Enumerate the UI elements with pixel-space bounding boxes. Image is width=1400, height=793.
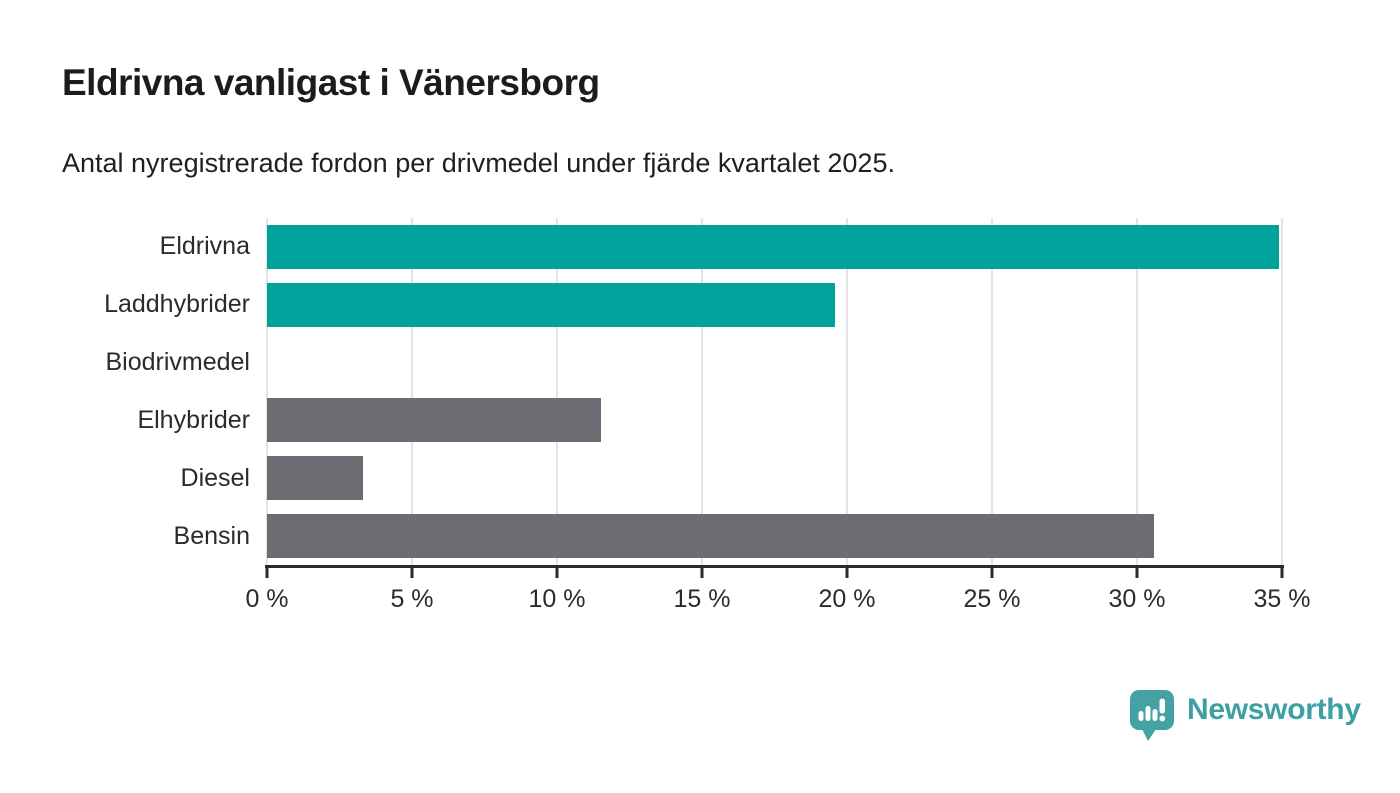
bar-row bbox=[267, 218, 1282, 276]
bar-bensin bbox=[267, 514, 1155, 559]
plot-area bbox=[266, 218, 1283, 565]
x-tick-label: 10 % bbox=[528, 585, 586, 613]
x-tick-label: 25 % bbox=[963, 585, 1021, 613]
category-label: Bensin bbox=[173, 521, 250, 550]
bar-rows bbox=[267, 218, 1282, 565]
x-tick-label: 35 % bbox=[1253, 585, 1311, 613]
bar-row bbox=[267, 449, 1282, 507]
bar-row bbox=[267, 276, 1282, 334]
x-tick-label: 0 % bbox=[245, 585, 289, 613]
x-axis: 0 % 5 % 10 % 15 % 20 % 25 % 30 % 35 % bbox=[245, 565, 1310, 625]
gridline bbox=[701, 218, 703, 565]
category-label: Eldrivna bbox=[159, 232, 250, 261]
gridline bbox=[845, 218, 848, 565]
x-tick-mark bbox=[555, 565, 559, 578]
x-axis-line bbox=[265, 565, 1284, 568]
chart-subtitle: Antal nyregistrerade fordon per drivmede… bbox=[62, 148, 895, 178]
y-axis-category-labels: Eldrivna Laddhybrider Biodrivmedel Elhybrid… bbox=[0, 218, 250, 565]
bar-row bbox=[267, 391, 1282, 449]
bar-elhybrider bbox=[267, 398, 601, 443]
gridline bbox=[991, 218, 993, 565]
bar-diesel bbox=[267, 456, 363, 501]
x-tick-mark bbox=[845, 565, 849, 578]
x-tick-mark bbox=[1135, 565, 1139, 578]
bar-row bbox=[267, 507, 1282, 565]
bar-eldrivna bbox=[267, 224, 1280, 269]
bar-laddhybrider bbox=[267, 282, 836, 327]
gridline bbox=[266, 218, 268, 565]
newsworthy-bubble-chart-icon bbox=[1130, 690, 1174, 741]
gridline bbox=[410, 218, 413, 565]
newsworthy-wordmark: Newsworthy bbox=[1187, 693, 1361, 726]
gridline bbox=[1136, 218, 1138, 565]
x-tick-label: 20 % bbox=[818, 585, 876, 613]
x-tick-mark bbox=[410, 565, 414, 578]
category-label: Elhybrider bbox=[137, 405, 250, 434]
category-label: Diesel bbox=[180, 463, 250, 492]
category-label: Laddhybrider bbox=[104, 290, 250, 319]
category-label: Biodrivmedel bbox=[105, 348, 250, 377]
gridline bbox=[1281, 218, 1283, 565]
gridline bbox=[555, 218, 558, 565]
x-tick-mark bbox=[700, 565, 704, 578]
bar-row bbox=[267, 334, 1282, 392]
x-tick-mark bbox=[990, 565, 994, 578]
x-tick-label: 30 % bbox=[1108, 585, 1166, 613]
newsworthy-logo[interactable]: Newsworthy bbox=[1130, 690, 1361, 742]
x-tick-mark bbox=[1280, 565, 1284, 578]
x-tick-mark bbox=[265, 565, 269, 578]
x-tick-label: 5 % bbox=[390, 585, 434, 613]
chart-title: Eldrivna vanligast i Vänersborg bbox=[62, 62, 600, 103]
x-tick-label: 15 % bbox=[673, 585, 731, 613]
